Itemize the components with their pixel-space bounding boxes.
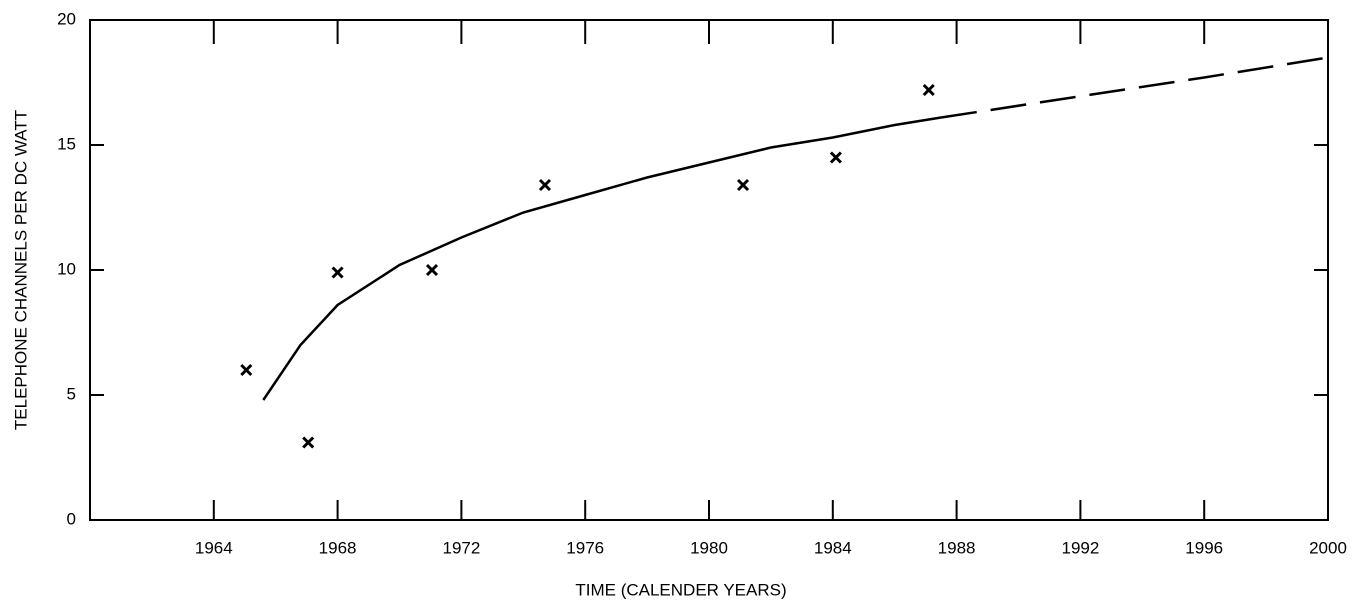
y-tick-label: 15 — [57, 134, 76, 153]
data-point — [736, 178, 750, 192]
marker-stroke — [922, 83, 935, 97]
marker-stroke — [538, 178, 552, 192]
marker-stroke — [240, 363, 253, 377]
marker-stroke — [331, 266, 344, 279]
marker-stroke — [736, 178, 750, 192]
y-tick-label: 20 — [57, 9, 76, 28]
y-tick-label: 10 — [57, 259, 76, 278]
data-point — [829, 151, 842, 164]
x-axis-label: TIME (CALENDER YEARS) — [575, 580, 786, 599]
x-tick-label: 2000 — [1309, 538, 1347, 557]
x-tick-label: 1996 — [1185, 538, 1223, 557]
trend-line — [940, 56, 1329, 119]
marker-stroke — [425, 263, 439, 277]
x-tick-label: 1964 — [195, 538, 233, 557]
data-point — [538, 178, 552, 192]
trend-line — [262, 116, 942, 401]
x-tick-label: 1988 — [938, 538, 976, 557]
y-tick-label: 0 — [67, 509, 76, 528]
y-axis-label: TELEPHONE CHANNELS PER DC WATT — [11, 110, 30, 430]
data-point — [331, 266, 344, 279]
x-tick-label: 1980 — [690, 538, 728, 557]
x-tick-label: 1968 — [319, 538, 357, 557]
x-tick-label: 1976 — [566, 538, 604, 557]
x-tick-label: 1972 — [442, 538, 480, 557]
marker-stroke — [829, 151, 842, 164]
data-point — [240, 363, 253, 377]
x-tick-label: 1992 — [1061, 538, 1099, 557]
data-point — [425, 263, 439, 277]
plot-frame — [89, 19, 1329, 521]
data-point — [302, 436, 315, 449]
y-tick-label: 5 — [67, 384, 76, 403]
x-tick-label: 1984 — [814, 538, 852, 557]
data-point — [922, 83, 935, 97]
marker-stroke — [302, 436, 315, 449]
